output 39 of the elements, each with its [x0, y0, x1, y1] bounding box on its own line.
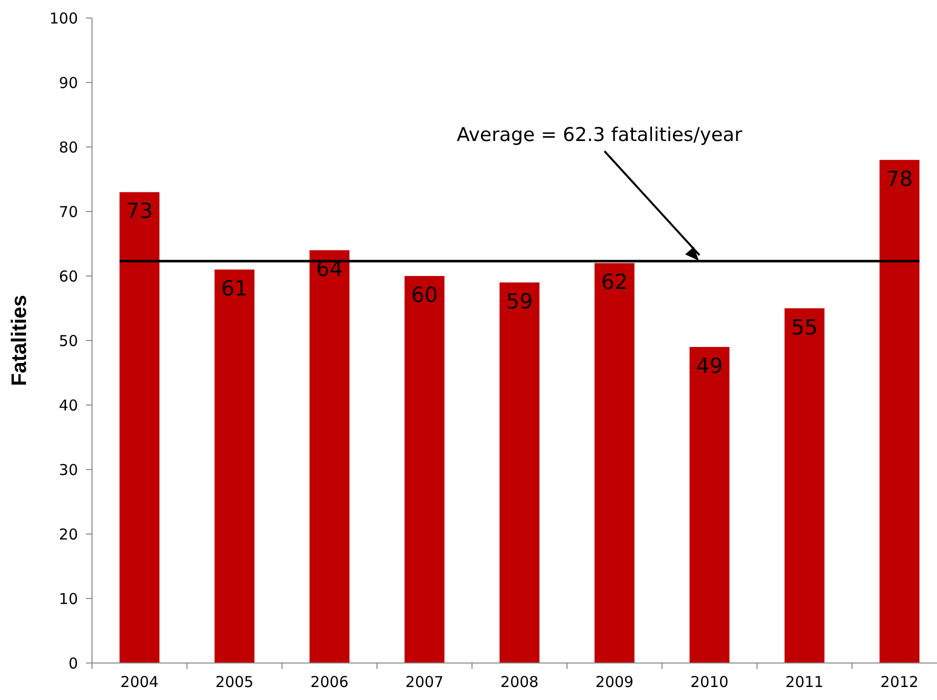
data-label: 60	[411, 283, 438, 307]
data-label: 61	[221, 276, 248, 301]
y-tick-label: 20	[58, 525, 78, 544]
x-tick-label: 2012	[880, 673, 919, 691]
bar	[500, 282, 540, 663]
x-tick-label: 2006	[310, 673, 349, 691]
y-tick-label: 90	[58, 74, 78, 92]
bar	[404, 276, 444, 663]
y-tick-label: 100	[49, 9, 78, 28]
data-label: 59	[506, 289, 533, 314]
y-tick-label: 50	[58, 332, 78, 350]
x-tick-label: 2009	[595, 673, 634, 691]
data-label: 78	[886, 166, 913, 191]
x-tick-label: 2010	[690, 673, 729, 691]
y-tick-label: 40	[58, 396, 78, 414]
bar	[310, 250, 350, 663]
x-tick-label: 2004	[120, 673, 159, 691]
bar	[690, 346, 730, 663]
x-tick-label: 2008	[500, 673, 539, 691]
y-tick-label: 30	[58, 460, 78, 479]
data-label: 62	[601, 270, 628, 294]
bar	[120, 192, 160, 663]
x-tick-label: 2011	[785, 673, 824, 691]
bar	[880, 160, 920, 663]
x-tick-label: 2007	[405, 673, 444, 691]
bar	[594, 263, 634, 663]
data-label: 73	[126, 199, 153, 224]
y-tick-label: 60	[58, 267, 78, 286]
x-tick-label: 2005	[215, 673, 254, 691]
y-tick-label: 0	[68, 654, 78, 672]
data-label: 49	[696, 354, 723, 378]
bar	[214, 270, 254, 663]
bar	[784, 308, 824, 663]
y-axis-title: Fatalities	[8, 294, 31, 386]
y-tick-label: 70	[58, 202, 78, 221]
y-tick-label: 10	[58, 590, 78, 608]
ref-line-label: Average = 62.3 fatalities/year	[456, 124, 742, 146]
y-tick-label: 80	[58, 138, 78, 156]
data-label: 55	[791, 315, 818, 340]
